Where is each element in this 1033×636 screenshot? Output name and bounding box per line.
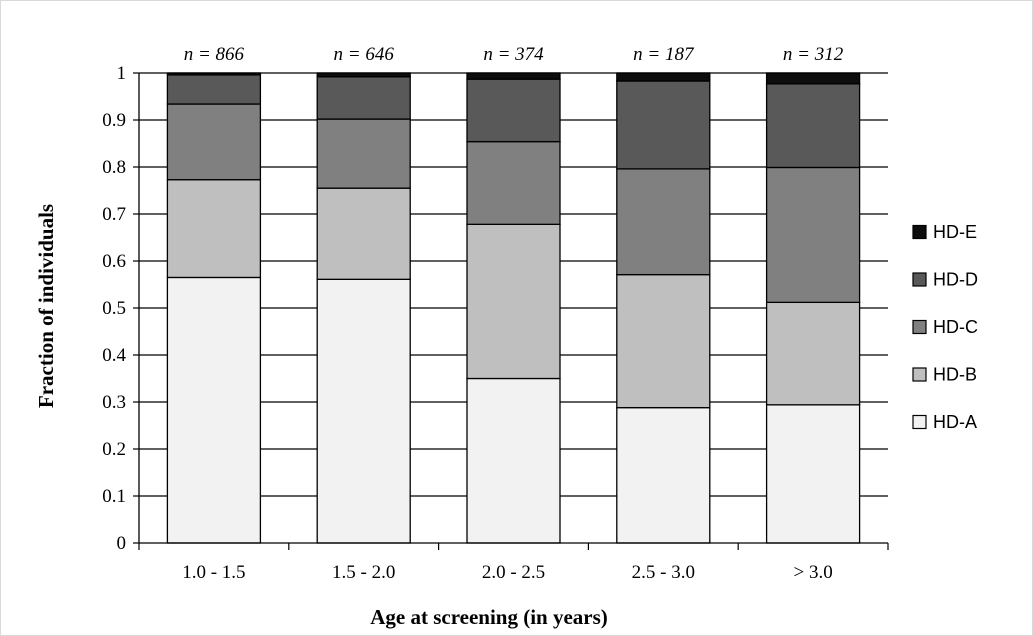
legend-swatch-hd-c xyxy=(912,319,927,335)
legend-label-hd-d: HD-D xyxy=(933,270,978,290)
x-axis-title: Age at screening (in years) xyxy=(370,605,608,629)
bar-segment-hd-a xyxy=(765,404,861,544)
legend-label-hd-a: HD-A xyxy=(933,412,977,432)
bar-segment-hd-b xyxy=(765,301,861,406)
y-tick-label: 0.1 xyxy=(102,486,126,507)
sample-size-annotation: n = 374 xyxy=(483,44,544,65)
axes xyxy=(133,72,889,550)
bar-segment-hd-d xyxy=(316,76,411,120)
x-tick-label: 2.0 - 2.5 xyxy=(482,562,545,583)
bar-segment-hd-c xyxy=(166,103,262,181)
bar-segment-hd-d xyxy=(166,74,262,105)
bar-segment-hd-b xyxy=(616,273,711,409)
bar-segment-hd-c xyxy=(616,168,711,276)
bar-segment-hd-a xyxy=(616,406,711,544)
bar-segment-hd-e xyxy=(616,72,711,82)
y-axis-title: Fraction of individuals xyxy=(34,204,58,408)
y-tick-label: 0.4 xyxy=(102,345,126,366)
sample-size-annotation: n = 866 xyxy=(184,44,245,65)
legend-swatch-hd-a xyxy=(912,414,927,430)
sample-size-annotation: n = 312 xyxy=(783,44,844,65)
bars xyxy=(166,72,861,544)
x-tick-label: 2.5 - 3.0 xyxy=(632,562,695,583)
bar-segment-hd-d xyxy=(616,80,711,170)
labels: 0 0.1 0.2 0.3 0.4 0.5 0.6 0.7 0.8 0.9 1 1.0 - 1.5 1.… xyxy=(102,44,844,583)
bar-segment-hd-b xyxy=(316,187,411,280)
legend-swatch-hd-e xyxy=(912,224,927,240)
x-tick-label: 1.5 - 2.0 xyxy=(332,562,395,583)
bar-segment-hd-c xyxy=(765,166,861,304)
legend-label-hd-e: HD-E xyxy=(933,222,977,242)
bar-segment-hd-a xyxy=(466,377,561,544)
bar-segment-hd-c xyxy=(466,140,561,225)
legend-swatch-hd-b xyxy=(912,367,927,382)
sample-size-annotation: n = 646 xyxy=(334,44,395,65)
bar-segment-hd-d xyxy=(765,83,861,169)
y-tick-label: 0.2 xyxy=(102,439,126,460)
legend-label-hd-c: HD-C xyxy=(933,317,978,337)
y-tick-label: 0.6 xyxy=(102,251,126,272)
bar-segment-hd-e xyxy=(466,72,561,80)
y-tick-label: 0.3 xyxy=(102,392,126,413)
bar-segment-hd-e xyxy=(765,72,861,85)
y-tick-label: 0.5 xyxy=(102,298,126,319)
bar-segment-hd-a xyxy=(316,278,411,544)
legend-label-hd-b: HD-B xyxy=(933,365,977,385)
bar-segment-hd-c xyxy=(316,118,411,189)
bar-segment-hd-b xyxy=(166,179,262,279)
legend-swatch-hd-d xyxy=(912,272,927,287)
y-tick-label: 0.7 xyxy=(102,204,126,225)
bar-segment-hd-a xyxy=(166,276,262,544)
y-tick-label: 0.9 xyxy=(102,110,126,131)
sample-size-annotation: n = 187 xyxy=(633,44,695,65)
bar-segment-hd-e xyxy=(316,72,411,78)
x-tick-label: 1.0 - 1.5 xyxy=(182,562,245,583)
bar-segment-hd-d xyxy=(466,78,561,143)
y-tick-label: 1 xyxy=(117,63,127,84)
y-tick-label: 0 xyxy=(117,533,127,554)
x-tick-label: > 3.0 xyxy=(793,562,832,583)
bar-segment-hd-e xyxy=(166,72,262,76)
y-tick-label: 0.8 xyxy=(102,157,126,178)
legend: HD-E HD-D HD-C HD-B HD-A xyxy=(912,222,978,432)
bar-segment-hd-b xyxy=(466,223,561,380)
